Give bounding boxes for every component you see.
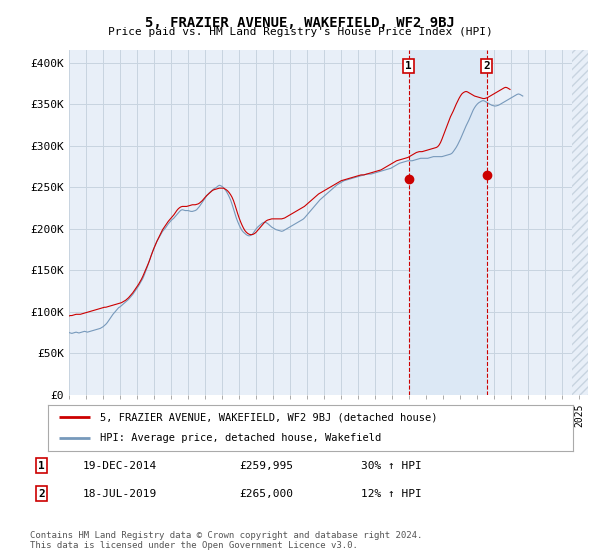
Text: 5, FRAZIER AVENUE, WAKEFIELD, WF2 9BJ (detached house): 5, FRAZIER AVENUE, WAKEFIELD, WF2 9BJ (d…: [101, 412, 438, 422]
Bar: [572, 50, 600, 395]
Text: 1: 1: [406, 61, 412, 71]
Bar: [572, 50, 596, 395]
Text: 1: 1: [38, 461, 45, 471]
Text: 12% ↑ HPI: 12% ↑ HPI: [361, 489, 422, 499]
Text: £265,000: £265,000: [240, 489, 294, 499]
Text: 2: 2: [38, 489, 45, 499]
Text: 5, FRAZIER AVENUE, WAKEFIELD, WF2 9BJ: 5, FRAZIER AVENUE, WAKEFIELD, WF2 9BJ: [145, 16, 455, 30]
Text: 2: 2: [483, 61, 490, 71]
Text: 30% ↑ HPI: 30% ↑ HPI: [361, 461, 422, 471]
Text: Contains HM Land Registry data © Crown copyright and database right 2024.
This d: Contains HM Land Registry data © Crown c…: [30, 531, 422, 550]
Bar: [409, 50, 487, 395]
Text: 19-DEC-2014: 19-DEC-2014: [82, 461, 157, 471]
Text: £259,995: £259,995: [240, 461, 294, 471]
Text: HPI: Average price, detached house, Wakefield: HPI: Average price, detached house, Wake…: [101, 433, 382, 444]
Text: 18-JUL-2019: 18-JUL-2019: [82, 489, 157, 499]
Text: Price paid vs. HM Land Registry's House Price Index (HPI): Price paid vs. HM Land Registry's House …: [107, 27, 493, 37]
